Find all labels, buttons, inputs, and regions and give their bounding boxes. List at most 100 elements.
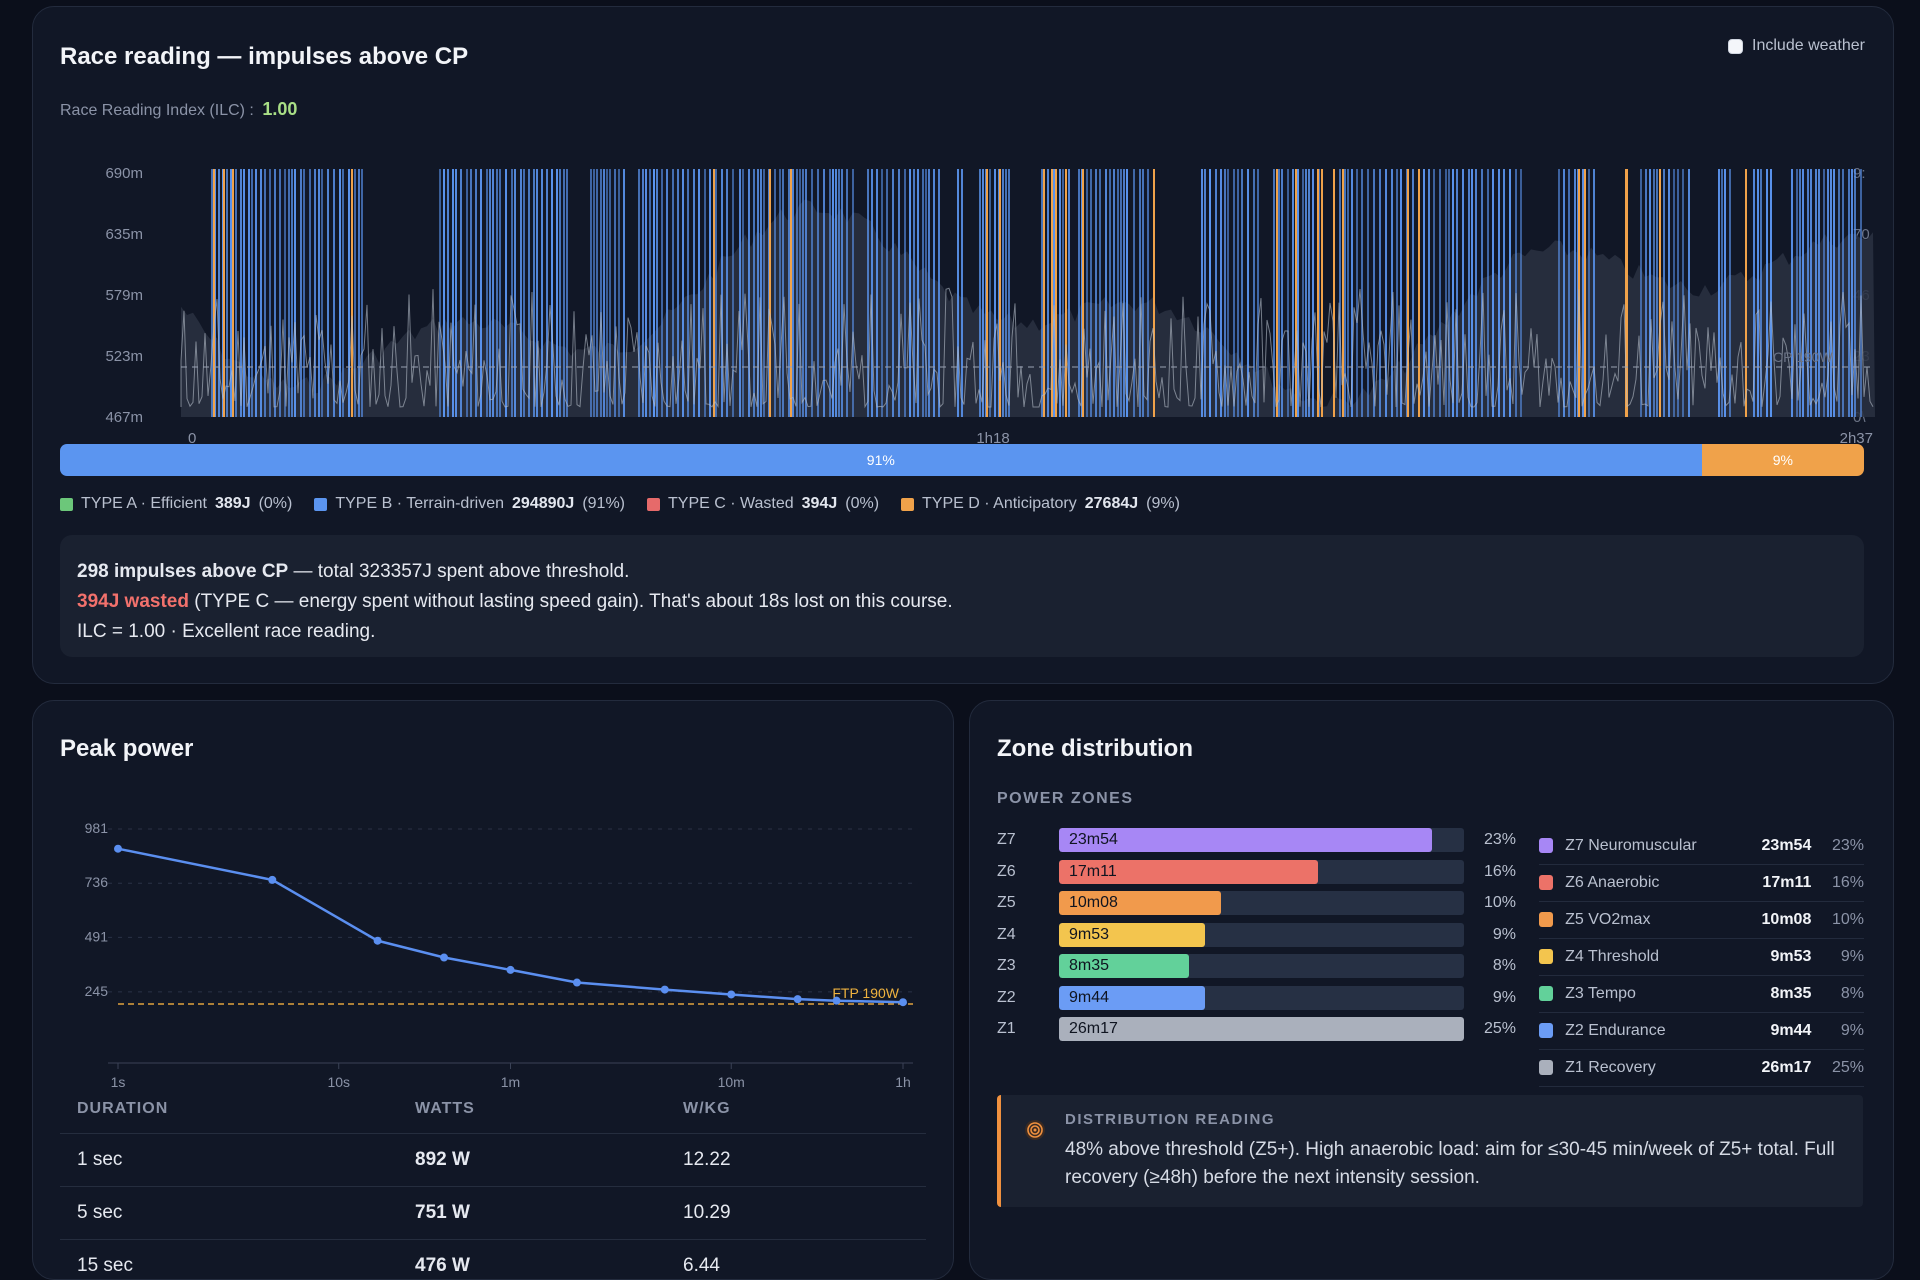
impulse-bar: [1827, 169, 1829, 417]
impulse-bar: [499, 169, 501, 417]
impulse-bar: [693, 169, 695, 417]
impulse-bar: [1308, 169, 1310, 417]
impulse-bar: [1830, 169, 1832, 417]
legend-swatch: [901, 497, 915, 511]
impulse-bar: [1241, 169, 1243, 417]
impulse-bar: [1257, 169, 1259, 417]
zone-legend-row: Z2 Endurance 9m44 9%: [1539, 1012, 1864, 1050]
race-reading-panel: Race reading — impulses above CP Include…: [32, 6, 1894, 684]
reading-text: 48% above threshold (Z5+). High anaerobi…: [1065, 1139, 1835, 1188]
impulse-bar: [1818, 169, 1820, 417]
impulse-bar: [638, 169, 640, 417]
zone-swatch: [1539, 838, 1554, 853]
impulse-bar: [1833, 169, 1835, 417]
impulse-bar: [1653, 169, 1655, 417]
zone-time: 8m35: [1069, 957, 1110, 974]
zone-legend-pct: 10%: [1831, 910, 1864, 928]
impulse-bar: [1593, 169, 1595, 417]
impulse-bar-anticipatory: [1333, 169, 1335, 417]
impulse-bar-anticipatory: [1321, 169, 1323, 417]
y-right-tick: 9:: [1853, 165, 1866, 182]
include-weather-toggle[interactable]: Include weather: [1728, 37, 1865, 55]
impulse-type-split-bar: 91% 9%: [60, 444, 1864, 476]
impulse-bar: [817, 169, 819, 417]
impulse-bar: [284, 169, 286, 417]
impulse-bar: [1498, 169, 1500, 417]
impulse-bar: [925, 169, 927, 417]
impulse-bar: [774, 169, 776, 417]
impulse-bar: [606, 169, 608, 417]
impulse-bar: [551, 169, 553, 417]
weather-checkbox[interactable]: [1728, 38, 1744, 54]
impulse-bar: [1227, 169, 1229, 417]
impulse-bar: [867, 169, 869, 417]
impulse-bar: [439, 169, 441, 417]
impulse-bar-anticipatory: [1043, 169, 1045, 417]
impulse-bar: [1373, 169, 1375, 417]
impulse-bar: [1574, 169, 1576, 417]
y-tick: 491: [85, 928, 109, 944]
data-point: [506, 965, 515, 974]
impulse-bar: [1105, 169, 1107, 417]
impulse-bar: [1099, 169, 1101, 417]
impulse-bar: [1400, 169, 1402, 417]
impulse-bar: [799, 169, 801, 417]
impulse-bar: [763, 169, 765, 417]
impulse-bar: [832, 169, 834, 417]
impulse-bar: [1724, 169, 1726, 417]
impulse-bar-anticipatory: [1745, 169, 1747, 417]
y-tick: 981: [85, 820, 109, 836]
impulse-bar: [1253, 169, 1255, 417]
legend-energy: 294890J: [512, 495, 575, 512]
ilc-label: Race Reading Index (ILC) :: [60, 102, 254, 119]
y-left-tick: 579m: [105, 287, 143, 304]
impulse-bar: [1312, 169, 1314, 417]
impulse-bar: [788, 169, 790, 417]
impulse-bar: [805, 169, 807, 417]
zone-legend-row: Z6 Anaerobic 17m11 16%: [1539, 864, 1864, 902]
impulse-bar: [802, 169, 804, 417]
zone-bar-row: Z7 23m54 23%: [997, 828, 1516, 852]
impulse-bar: [466, 169, 468, 417]
impulse-bar: [264, 169, 266, 417]
impulse-bar: [1462, 169, 1464, 417]
impulse-bar: [514, 169, 516, 417]
zone-fill: [1059, 1017, 1464, 1041]
impulse-bar: [1753, 169, 1755, 417]
impulse-bar: [255, 169, 257, 417]
impulse-bar-anticipatory: [1295, 169, 1297, 417]
data-point: [572, 978, 581, 987]
zone-id: Z6: [997, 862, 1016, 880]
impulse-bar: [1059, 169, 1061, 417]
impulse-bar: [1766, 169, 1768, 417]
impulse-bar: [1237, 169, 1239, 417]
impulse-bar: [732, 169, 734, 417]
impulse-bar: [1439, 169, 1441, 417]
impulse-bar: [1588, 169, 1590, 417]
impulse-bar-anticipatory: [1082, 169, 1084, 417]
impulse-bar: [1448, 169, 1450, 417]
zone-time: 26m17: [1069, 1020, 1118, 1037]
impulse-bar: [1428, 169, 1430, 417]
impulse-bar: [1053, 169, 1055, 417]
zone-legend-pct: 9%: [1840, 947, 1864, 965]
impulse-bar: [1302, 169, 1304, 417]
impulse-bar: [1815, 169, 1817, 417]
impulse-bar: [1297, 169, 1299, 417]
cp-label: CP 190W: [1773, 349, 1833, 365]
zone-pct: 9%: [1492, 988, 1516, 1006]
impulse-bar: [1139, 169, 1141, 417]
impulse-bar: [1649, 169, 1651, 417]
impulse-bar: [1041, 169, 1043, 417]
impulse-bar: [994, 169, 996, 417]
impulse-bar: [1147, 169, 1149, 417]
impulse-bar-anticipatory: [1055, 169, 1057, 417]
impulse-bar: [1142, 169, 1144, 417]
zone-legend-row: Z7 Neuromuscular 23m54 23%: [1539, 827, 1864, 865]
impulse-bar: [354, 169, 356, 417]
impulse-bar: [603, 169, 605, 417]
x-tick: 0: [188, 430, 196, 447]
impulse-bar: [1503, 169, 1505, 417]
zone-fill: [1059, 954, 1189, 978]
